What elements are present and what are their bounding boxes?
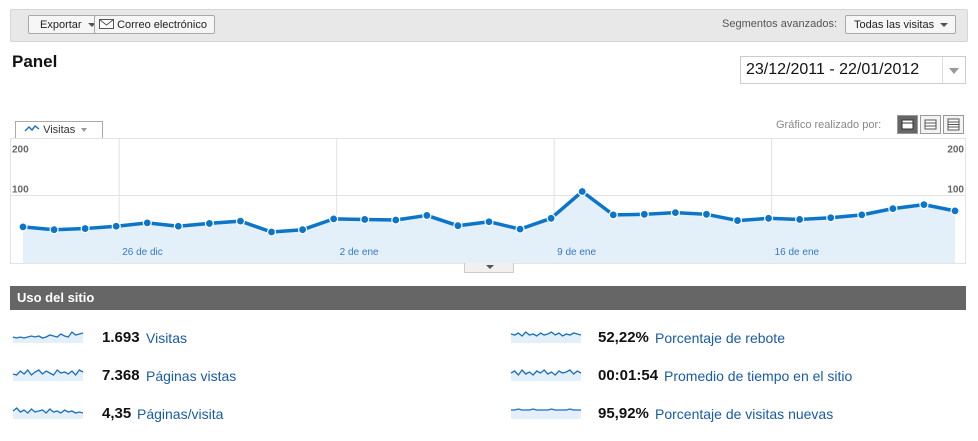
stat-label-link[interactable]: Páginas/visita (137, 406, 224, 422)
view-week-button[interactable] (920, 115, 941, 134)
chevron-down-icon (87, 23, 96, 28)
y-tick-label-right: 200 (947, 145, 964, 156)
stat-value: 4,35 (102, 405, 132, 422)
report-toolbar: Exportar Correo electrónico Segmentos av… (10, 9, 968, 42)
sparkline (510, 331, 582, 343)
data-point (298, 225, 308, 235)
stat-value: 00:01:54 (598, 367, 659, 384)
stat-value: 1.693 (102, 329, 140, 346)
month-view-icon (947, 118, 960, 131)
stat-label-link[interactable]: Porcentaje de visitas nuevas (655, 406, 834, 422)
data-point (888, 204, 898, 214)
data-point (266, 227, 277, 237)
stat-label-link[interactable]: Páginas vistas (146, 368, 237, 384)
export-button[interactable]: Exportar (28, 15, 101, 34)
chevron-down-icon (81, 128, 88, 133)
chart-by-label: Gráfico realizado por: (776, 119, 882, 131)
day-view-icon (901, 119, 914, 130)
data-point (111, 221, 121, 231)
email-button[interactable]: Correo electrónico (94, 15, 215, 34)
data-point (515, 224, 525, 234)
data-point (950, 206, 960, 216)
stat-label-link[interactable]: Porcentaje de rebote (655, 330, 785, 346)
stat-value: 7.368 (102, 367, 140, 384)
series-area (23, 191, 955, 263)
segments-select[interactable]: Todas las visitas (845, 15, 956, 34)
data-point (80, 223, 90, 234)
data-point (670, 207, 681, 218)
y-tick-label-left: 200 (12, 145, 29, 156)
metric-selector[interactable]: Visitas (15, 121, 103, 139)
date-dropdown-button[interactable] (942, 57, 965, 83)
chevron-down-icon (486, 265, 494, 269)
data-point (235, 216, 246, 226)
data-point (857, 210, 867, 220)
sparkline (12, 331, 84, 343)
data-point (391, 215, 401, 225)
data-point (360, 214, 370, 225)
date-range-text: 23/12/2011 - 22/01/2012 (746, 61, 920, 78)
sparkline (510, 368, 582, 381)
metric-selector-label: Visitas (43, 124, 76, 136)
export-label: Exportar (40, 19, 82, 31)
stat-label-link[interactable]: Visitas (146, 330, 187, 346)
view-day-button[interactable] (897, 115, 918, 134)
envelope-icon (99, 19, 114, 29)
data-point (173, 221, 183, 231)
data-point (329, 214, 339, 224)
data-point (49, 225, 59, 235)
data-point (826, 213, 836, 223)
week-view-icon (924, 119, 937, 130)
data-point (732, 215, 743, 226)
segments-value: Todas las visitas (854, 19, 935, 31)
chevron-down-icon (940, 23, 949, 28)
data-point (422, 210, 432, 221)
data-point (919, 200, 929, 210)
data-point (204, 218, 214, 229)
view-month-button[interactable] (943, 115, 964, 134)
chart-collapse-handle[interactable] (464, 263, 514, 273)
data-point (763, 213, 774, 223)
data-point (639, 209, 649, 219)
stat-label-link[interactable]: Promedio de tiempo en el sitio (664, 368, 853, 384)
data-point (484, 217, 494, 227)
data-point (142, 218, 152, 228)
sparkline (12, 407, 84, 419)
date-range-picker[interactable]: 23/12/2011 - 22/01/2012 (740, 56, 966, 84)
data-point (608, 210, 618, 220)
x-tick-label: 9 de ene (557, 247, 596, 258)
data-point (453, 221, 463, 231)
sparkline (511, 408, 581, 419)
visits-chart: 100 100 200 200 26 de dic 2 de ene 9 de ene 16 … (10, 138, 966, 264)
data-point (701, 209, 712, 219)
data-point (795, 214, 805, 225)
y-tick-label-right: 100 (947, 185, 964, 196)
page-title: Panel (12, 52, 58, 71)
x-tick-label: 16 de ene (775, 247, 820, 258)
stat-value: 95,92% (598, 405, 649, 422)
data-point (546, 213, 556, 223)
x-tick-label: 26 de dic (122, 247, 163, 258)
x-tick-label: 2 de ene (340, 247, 379, 258)
segments-label: Segmentos avanzados: (722, 18, 837, 30)
line-chart-icon (24, 125, 40, 132)
chevron-down-icon (949, 68, 959, 74)
section-header: Uso del sitio (10, 286, 966, 310)
data-point (18, 222, 28, 232)
sparkline (12, 368, 84, 381)
email-label: Correo electrónico (117, 19, 207, 31)
data-point (577, 186, 587, 197)
stat-value: 52,22% (598, 329, 649, 346)
y-tick-label-left: 100 (12, 185, 29, 196)
